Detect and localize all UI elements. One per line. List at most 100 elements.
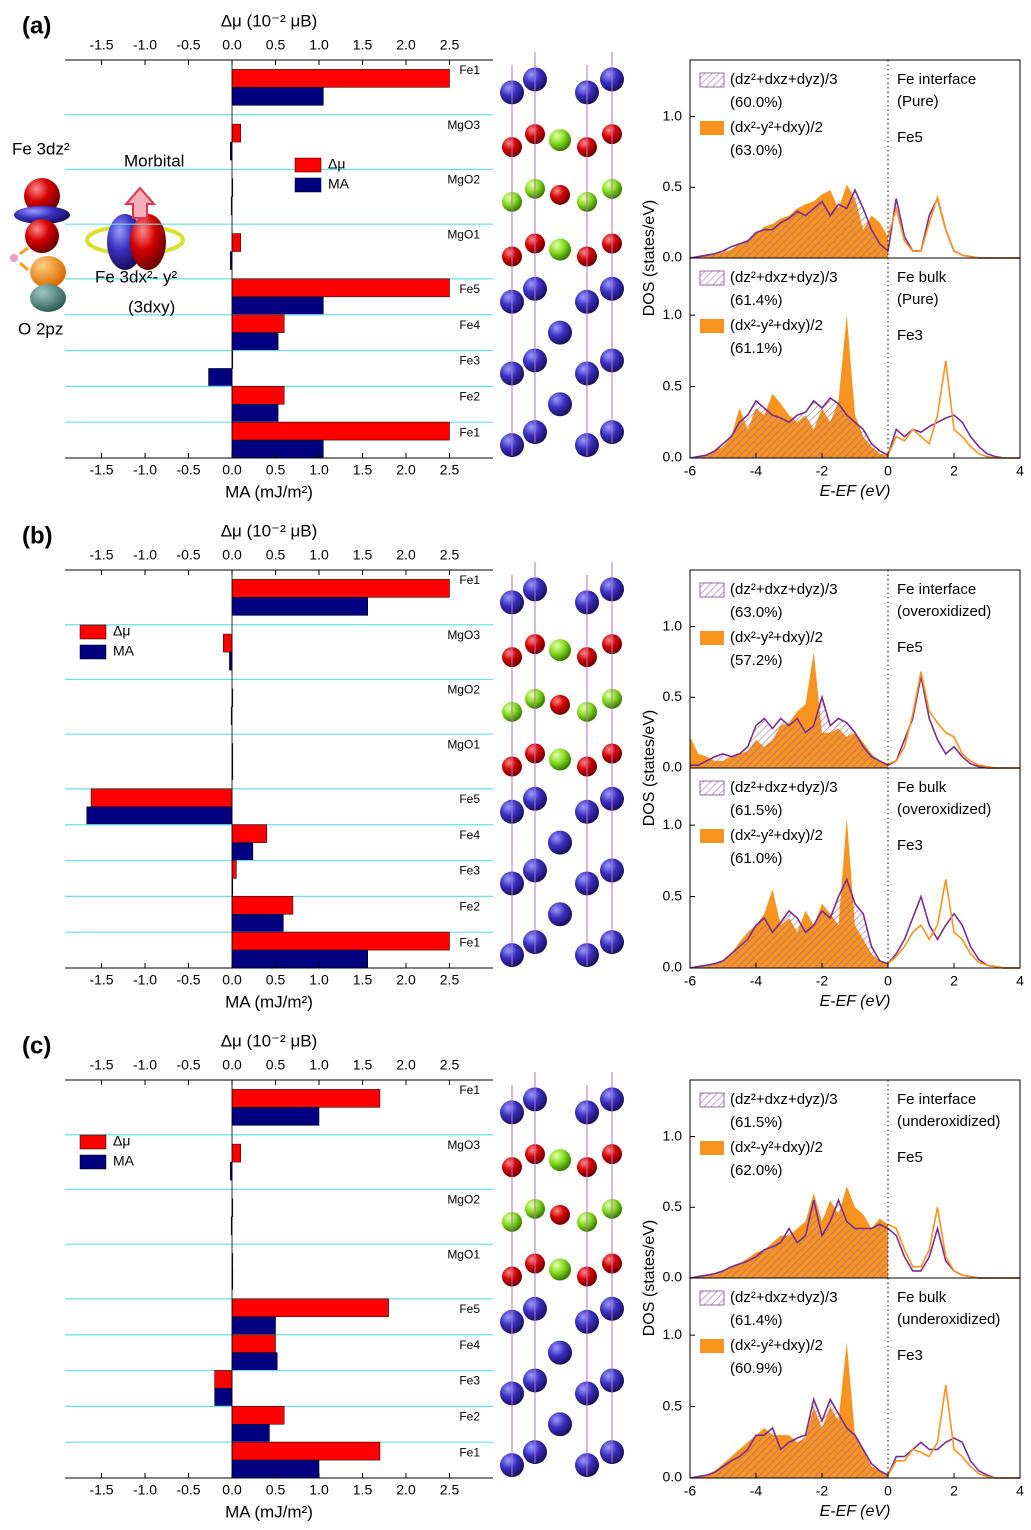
legend-swatch: [79, 624, 107, 640]
category-label: Fe2: [459, 1410, 480, 1424]
legend-label: Δμ: [328, 156, 345, 172]
x-tick-label: 2.5: [440, 462, 460, 478]
bar: [231, 1352, 278, 1371]
category-label: Fe1: [459, 63, 480, 77]
panel-label: (c): [22, 1032, 51, 1059]
legend-note: (61.5%): [730, 1114, 783, 1131]
legend-swatch: [79, 1154, 107, 1170]
y-tick-label: 0.0: [663, 759, 683, 775]
x-tick-label: 0.5: [266, 462, 286, 478]
y-tick-label: 0.0: [663, 249, 683, 265]
x-tick-label: 2.0: [396, 1482, 416, 1498]
category-label: Fe1: [459, 935, 480, 949]
legend-note: (61.4%): [730, 1312, 783, 1329]
bar: [231, 421, 450, 441]
x2-tick-label: 2.5: [440, 37, 460, 53]
x-tick-label: 0.0: [222, 462, 242, 478]
x-tick-label: 1.0: [309, 462, 329, 478]
x2-tick-label: 1.0: [309, 1057, 329, 1073]
x-tick-label: -1.5: [89, 462, 113, 478]
legend-note: (61.5%): [730, 802, 783, 819]
x-tick-label: 1.0: [309, 1482, 329, 1498]
atom: [549, 1149, 571, 1172]
category-label: Fe5: [459, 792, 480, 806]
arrow: [19, 246, 29, 256]
x-axis-label: E-EF (eV): [820, 993, 891, 1010]
category-label: Fe1: [459, 1445, 480, 1459]
bar: [231, 1316, 276, 1336]
legend-label: MA: [328, 176, 350, 192]
x-tick-label: 2.0: [396, 462, 416, 478]
x2-tick-label: -0.5: [176, 37, 200, 53]
x2-tick-label: 0.0: [222, 547, 242, 563]
y-tick-label: 0.0: [663, 1469, 683, 1485]
orbital-lobe: [130, 214, 166, 270]
legend-label: (dx²-y²+dxy)/2: [730, 317, 823, 334]
bar: [231, 69, 450, 88]
x-tick-label: -0.5: [176, 1482, 200, 1498]
x-tick-label: 2.5: [440, 1482, 460, 1498]
legend-swatch: [700, 319, 724, 333]
bar: [231, 860, 237, 879]
x-tick-label: 1.0: [309, 972, 329, 988]
legend-note: (60.0%): [730, 94, 783, 111]
x-tick-label: -1.0: [133, 1482, 157, 1498]
legend-swatch: [294, 157, 322, 173]
dos-area: [690, 879, 888, 968]
annotation: Fe5: [897, 1149, 923, 1166]
orbital-lobe: [25, 219, 59, 253]
x2-tick-label: -0.5: [176, 1057, 200, 1073]
dos-area: [690, 1399, 888, 1478]
orbital-lobe: [30, 284, 66, 312]
x2-tick-label: -0.5: [176, 547, 200, 563]
x2-tick-label: 0.5: [266, 37, 286, 53]
x-tick-label: -1.5: [89, 1482, 113, 1498]
legend-label: (dx²-y²+dxy)/2: [730, 827, 823, 844]
x-tick-label: 0: [884, 1483, 892, 1499]
x-tick-label: 4: [1016, 463, 1024, 479]
x2-tick-label: -1.5: [89, 1057, 113, 1073]
x2-tick-label: 0.5: [266, 1057, 286, 1073]
annotation: (overoxidized): [897, 801, 991, 818]
annotation: Fe interface: [897, 581, 976, 598]
x-tick-label: -1.0: [133, 462, 157, 478]
x2-tick-label: 0.0: [222, 37, 242, 53]
bar: [86, 806, 233, 826]
legend-label: Δμ: [113, 1133, 130, 1149]
plot-frame: [689, 1277, 1021, 1479]
x2-axis-label: Δμ (10⁻² μB): [221, 11, 318, 30]
category-label: Fe1: [459, 573, 480, 587]
x2-tick-label: 2.0: [396, 547, 416, 563]
annotation: Fe3: [897, 837, 923, 854]
x-axis-label: MA (mJ/m²): [225, 1502, 313, 1521]
category-label: MgO3: [447, 628, 480, 642]
legend-swatch: [699, 1290, 725, 1306]
x-tick-label: 1.5: [353, 462, 373, 478]
legend-swatch: [700, 1339, 724, 1353]
orbital-ring: [14, 206, 70, 224]
x-tick-label: 2.0: [396, 972, 416, 988]
bar: [231, 1107, 320, 1126]
x2-tick-label: 0.0: [222, 1057, 242, 1073]
dos-line: [887, 671, 1020, 769]
legend-swatch: [700, 1141, 724, 1155]
legend-label: (dz²+dxz+dyz)/3: [730, 269, 838, 286]
category-label: MgO3: [447, 118, 480, 132]
dos-area: [690, 1200, 888, 1278]
category-label: Fe3: [459, 354, 480, 368]
category-label: Fe5: [459, 282, 480, 296]
legend-note: (61.0%): [730, 850, 783, 867]
x2-tick-label: 1.5: [353, 547, 373, 563]
legend-label: (dx²-y²+dxy)/2: [730, 119, 823, 136]
annotation: (underoxidized): [897, 1311, 1000, 1328]
orbital-inset: [10, 178, 185, 312]
atom: [10, 254, 18, 262]
legend-note: (63.0%): [730, 604, 783, 621]
category-label: Fe4: [459, 1338, 480, 1352]
x-tick-label: 0: [884, 463, 892, 479]
x2-tick-label: 1.0: [309, 547, 329, 563]
x2-axis-label: Δμ (10⁻² μB): [221, 1031, 318, 1050]
atom: [549, 748, 571, 771]
atom: [549, 129, 571, 152]
